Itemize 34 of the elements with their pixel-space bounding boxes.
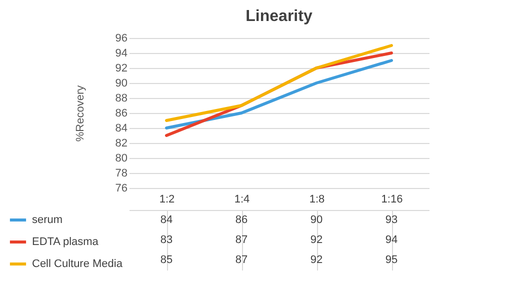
data-label: 87: [235, 234, 248, 246]
data-label: 93: [385, 214, 398, 226]
data-label: 84: [160, 214, 173, 226]
x-tick-label: 1:4: [234, 194, 250, 206]
y-tick-label: 82: [115, 138, 128, 150]
chart-title: Linearity: [246, 8, 312, 25]
data-label: 90: [310, 214, 323, 226]
legend-label: serum: [32, 214, 63, 226]
y-tick-label: 78: [115, 168, 128, 180]
y-tick-label: 88: [115, 92, 128, 104]
y-tick-label: 84: [115, 122, 128, 134]
y-tick-label: 94: [115, 48, 128, 60]
data-label: 92: [310, 234, 323, 246]
y-tick-label: 76: [115, 182, 128, 194]
data-label: 86: [235, 214, 248, 226]
x-tick-label: 1:2: [159, 194, 175, 206]
y-tick-label: 96: [115, 32, 128, 44]
data-label: 95: [385, 254, 398, 266]
x-tick-label: 1:16: [381, 194, 403, 206]
y-tick-label: 90: [115, 78, 128, 90]
data-label: 87: [235, 254, 248, 266]
data-label: 92: [310, 254, 323, 266]
legend-label: Cell Culture Media: [32, 258, 124, 270]
line-series: [165, 59, 393, 130]
legend-label: EDTA plasma: [32, 236, 100, 248]
y-tick-label: 92: [115, 62, 128, 74]
y-tick-label: 86: [115, 108, 128, 120]
x-tick-label: 1:8: [309, 194, 325, 206]
y-tick-label: 80: [115, 152, 128, 164]
data-label: 94: [385, 234, 398, 246]
line-series: [165, 44, 393, 122]
data-label: 83: [160, 234, 173, 246]
y-axis-title: %Recovery: [74, 84, 86, 142]
data-label: 85: [160, 254, 173, 266]
